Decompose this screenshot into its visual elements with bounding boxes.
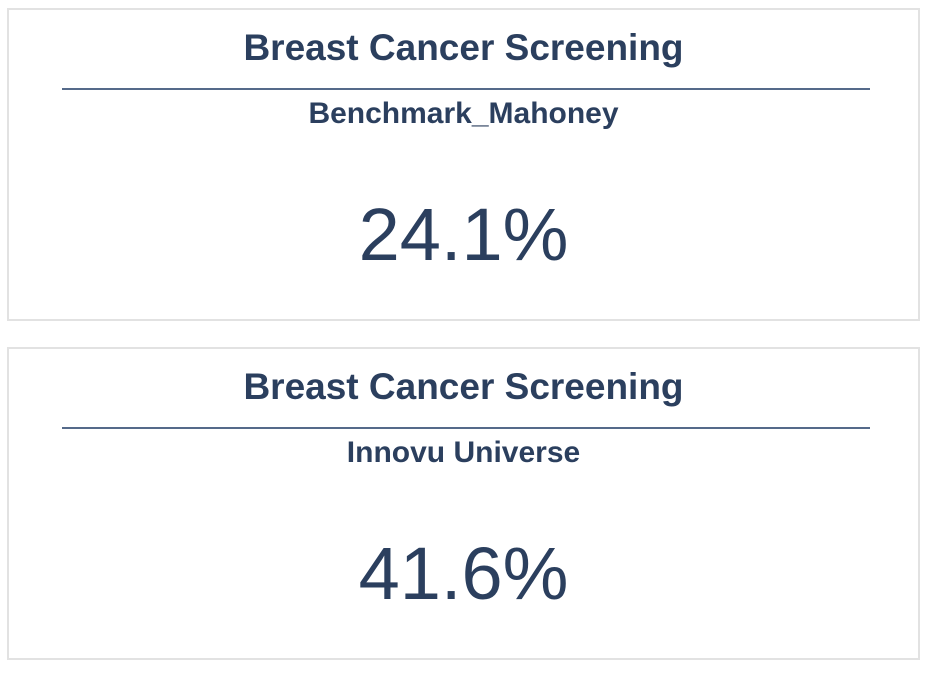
card-title: Breast Cancer Screening	[243, 27, 684, 68]
title-divider	[62, 88, 870, 90]
metric-value: 41.6%	[358, 532, 569, 615]
card-subtitle: Benchmark_Mahoney	[308, 97, 619, 130]
metric-card-benchmark: Breast Cancer Screening Benchmark_Mahone…	[7, 8, 920, 321]
metric-value: 24.1%	[358, 193, 569, 276]
title-divider	[62, 427, 870, 429]
card-subtitle: Innovu Universe	[346, 436, 581, 469]
metric-card-universe: Breast Cancer Screening Innovu Universe …	[7, 347, 920, 660]
card-title: Breast Cancer Screening	[243, 366, 684, 407]
